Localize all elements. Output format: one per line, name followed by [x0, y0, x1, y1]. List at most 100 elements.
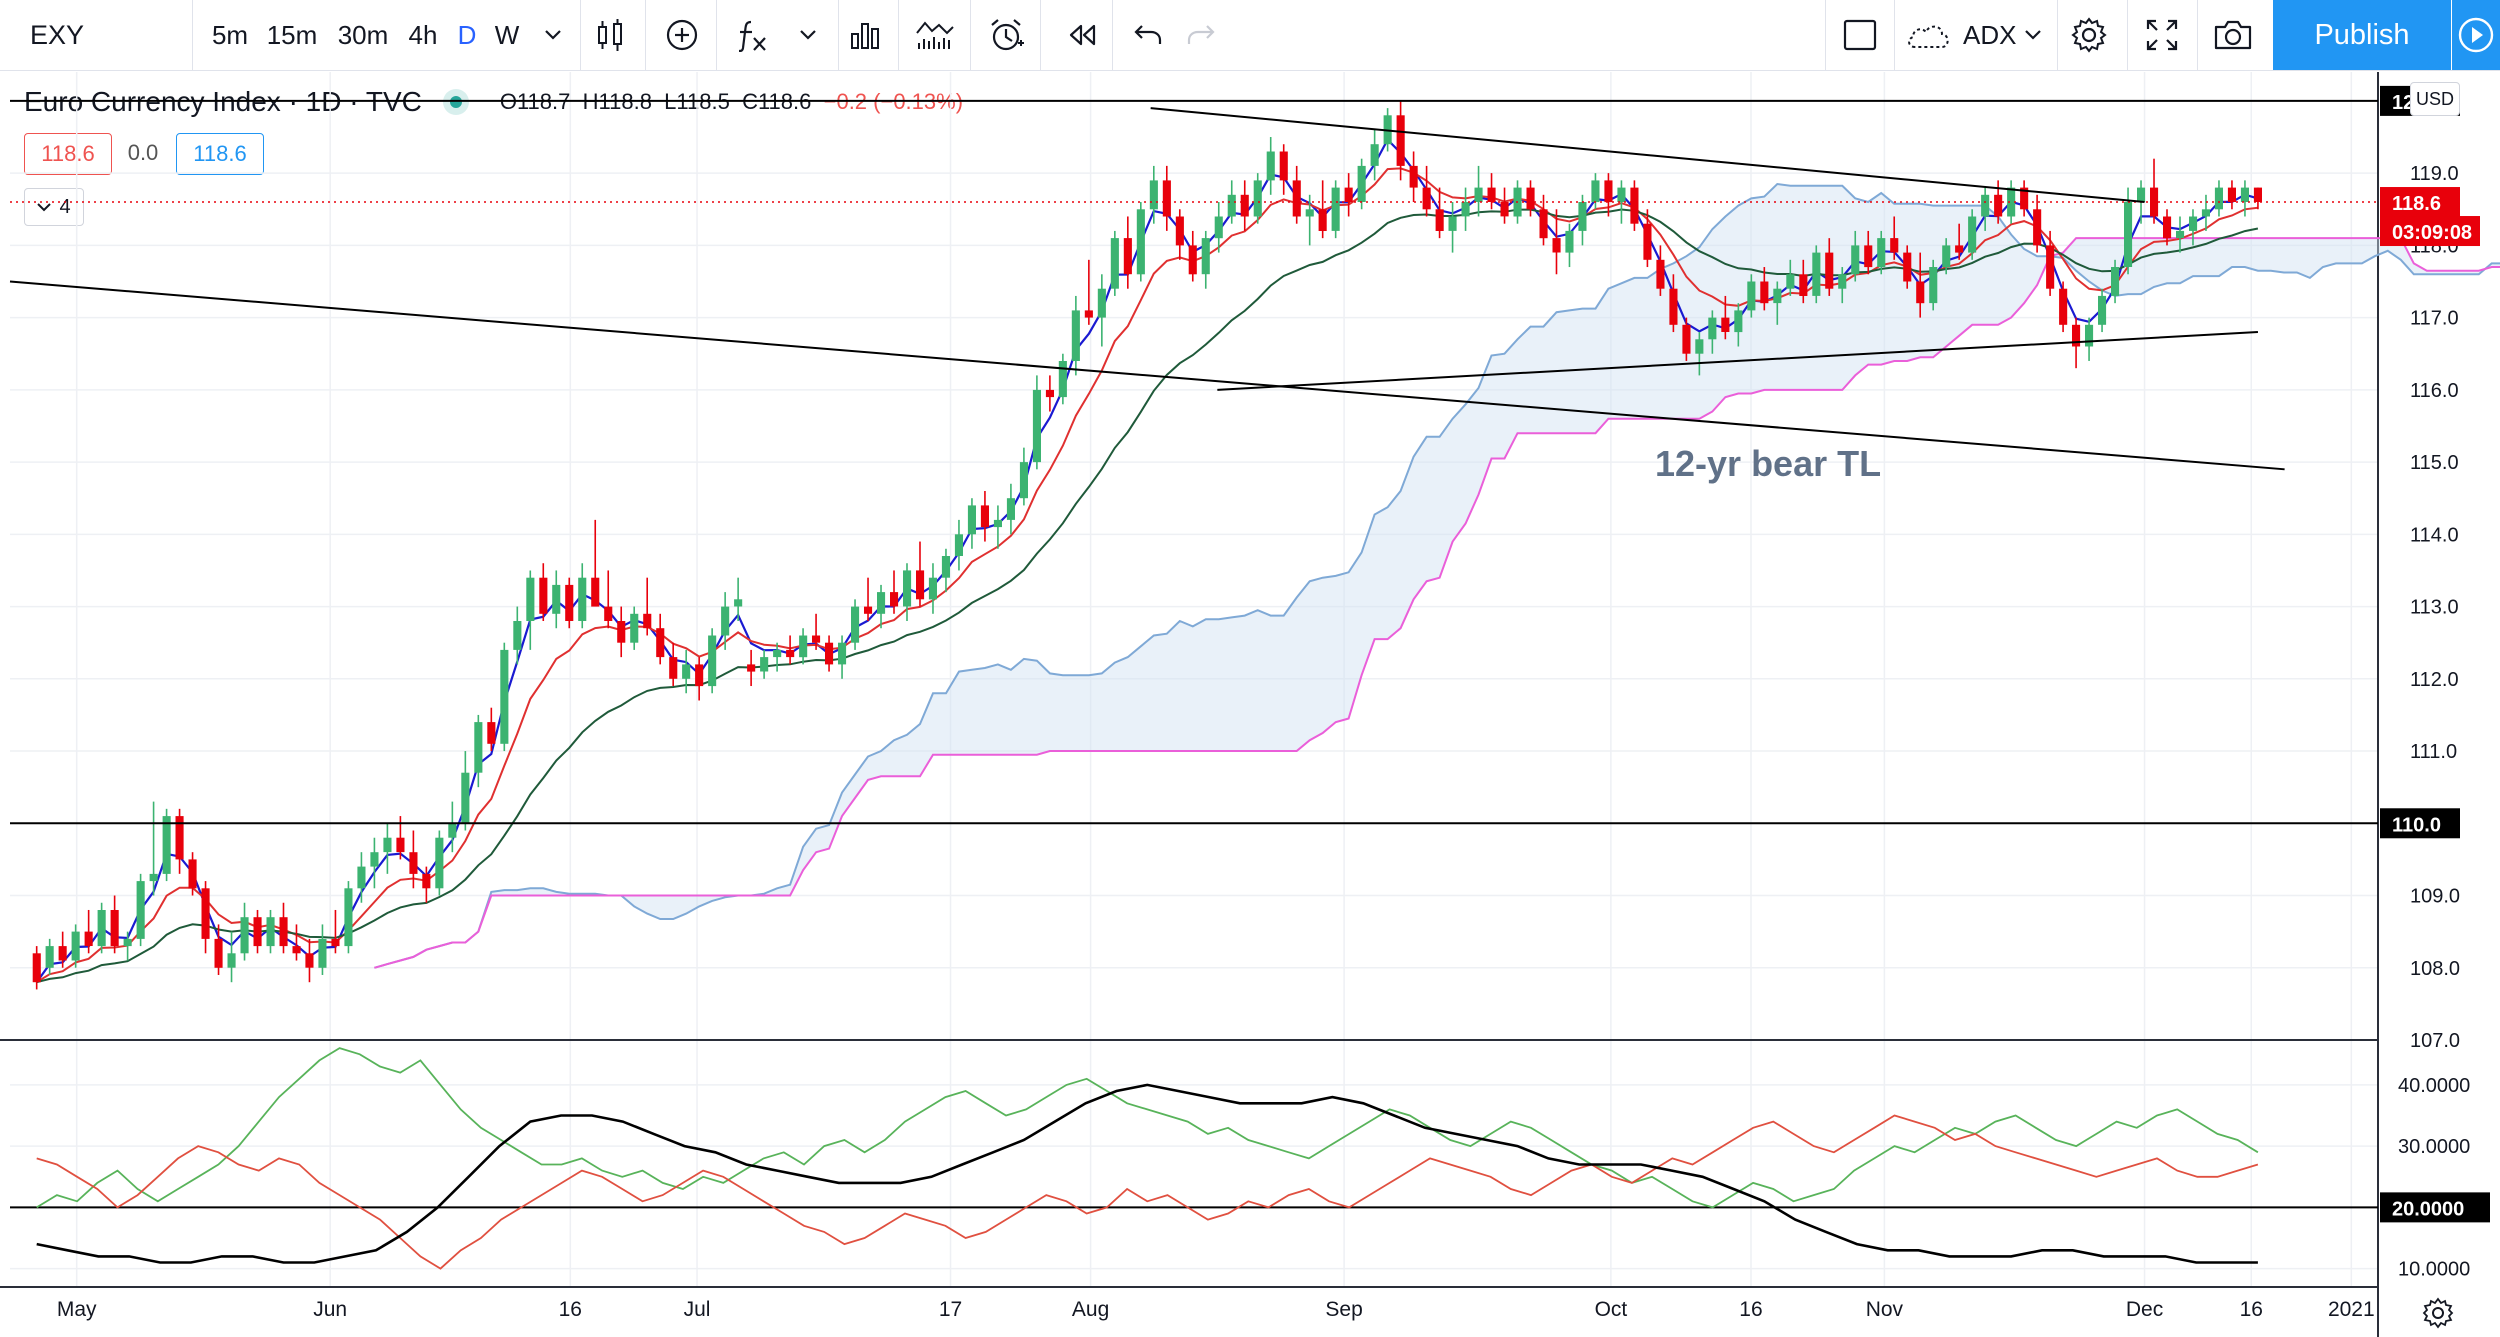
candle-body	[1019, 462, 1028, 499]
candle-body	[240, 917, 249, 954]
candle-body	[1942, 245, 1951, 268]
candle-body	[2020, 187, 2029, 210]
undo-icon	[1134, 25, 1162, 44]
candle-body	[1240, 194, 1249, 217]
candle-body	[279, 917, 288, 947]
level-badge-110-bg	[2380, 808, 2460, 839]
toolbar-divider	[645, 0, 646, 70]
candle-body	[136, 881, 145, 939]
replay-icon	[1069, 24, 1096, 46]
candle-body	[2007, 187, 2016, 217]
candle-body	[1253, 180, 1262, 217]
candle-body	[903, 570, 912, 607]
time-tick-label: Sep	[1325, 1298, 1362, 1321]
interval-4h[interactable]: 4h	[402, 0, 444, 70]
candle-body	[708, 635, 717, 687]
candle-body	[1604, 180, 1613, 203]
candle-body	[1006, 498, 1015, 520]
candle-body	[1123, 238, 1132, 275]
price-tick-label: 119.0	[2410, 163, 2459, 185]
interval-15m[interactable]: 15m	[262, 0, 322, 70]
trendline	[9, 280, 2285, 471]
symbol-search-button[interactable]: EXY	[10, 0, 150, 70]
camera-icon	[2214, 20, 2252, 50]
candle-body	[1916, 281, 1925, 304]
candle-body	[1786, 274, 1795, 289]
redo-button[interactable]	[1181, 0, 1221, 70]
candle-body	[2033, 209, 2042, 246]
publish-button[interactable]: Publish	[2273, 0, 2451, 70]
candle-body	[539, 577, 548, 614]
candle-body	[1695, 339, 1704, 354]
price-tick-label: 118.0	[2410, 235, 2459, 257]
replay-button[interactable]	[1062, 0, 1102, 70]
candle-body	[2137, 187, 2146, 202]
candle-body	[2098, 295, 2107, 325]
candle-body	[786, 649, 795, 658]
candle-body	[1513, 187, 1522, 217]
indicators-collapse-toggle[interactable]: 4	[24, 188, 84, 226]
indicators-button[interactable]	[733, 0, 773, 70]
interval-d-label: D	[457, 19, 477, 50]
templates-button[interactable]	[910, 0, 960, 70]
interval-menu-button[interactable]	[540, 0, 566, 70]
layout-button[interactable]	[1840, 0, 1880, 70]
minus-di-line	[36, 1114, 2259, 1270]
candle-body	[1409, 165, 1418, 188]
price-tick-label: 107.0	[2410, 1030, 2460, 1052]
adx-badge-text: 20.0000	[2392, 1198, 2464, 1220]
undo-button[interactable]	[1128, 0, 1168, 70]
candle-body	[1851, 245, 1860, 275]
series-title[interactable]: Euro Currency Index · 1D · TVC	[24, 86, 422, 117]
candle-body	[1838, 274, 1847, 289]
time-tick-label: 16	[2240, 1298, 2263, 1321]
indicator-count: 4	[59, 195, 71, 218]
candle-body	[409, 852, 418, 874]
interval-w[interactable]: W	[490, 0, 524, 70]
settings-button[interactable]	[2068, 0, 2110, 70]
candle-body	[201, 888, 210, 939]
sell-price: 118.6	[41, 141, 95, 166]
sell-price-pill[interactable]: 118.6	[24, 133, 112, 175]
candle-body	[1474, 187, 1483, 202]
price-tick-label: 116.0	[2410, 380, 2459, 402]
candle-body	[1383, 115, 1392, 145]
scale-settings-button[interactable]	[2420, 1295, 2456, 1331]
interval-5m[interactable]: 5m	[205, 0, 255, 70]
buy-price-pill[interactable]: 118.6	[176, 133, 264, 175]
bar-chart-icon	[851, 23, 879, 49]
candle-body	[266, 917, 275, 947]
candle-body	[110, 910, 119, 947]
alert-button[interactable]	[985, 0, 1029, 70]
interval-30m[interactable]: 30m	[333, 0, 393, 70]
candle-body	[1578, 202, 1587, 231]
indicator-template-menu[interactable]	[2020, 0, 2046, 70]
chart-type-button[interactable]	[590, 0, 630, 70]
indicator-template-button[interactable]: ADX	[1905, 0, 2035, 70]
compare-button[interactable]	[660, 0, 704, 70]
last-price-badge-bg	[2380, 187, 2460, 218]
ichimoku-cloud	[374, 182, 2500, 969]
candle-body	[669, 657, 678, 679]
play-button[interactable]	[2452, 0, 2500, 70]
candle-body	[890, 592, 899, 607]
candle-body	[461, 772, 470, 824]
cloud-fill	[374, 184, 2500, 968]
publish-label: Publish	[2314, 18, 2410, 51]
interval-d[interactable]: D	[452, 0, 482, 70]
interval-5m-label: 5m	[211, 19, 249, 50]
candle-body	[2253, 187, 2262, 202]
ema-fast-line	[35, 137, 2259, 983]
countdown-badge: 03:09:08	[2380, 216, 2480, 247]
indicators-menu-button[interactable]	[795, 0, 821, 70]
candle-body	[188, 859, 197, 889]
currency-label[interactable]: USD	[2410, 82, 2460, 116]
candle-body	[45, 946, 54, 968]
ohlc-open: O118.7	[499, 89, 571, 114]
fullscreen-button[interactable]	[2140, 0, 2184, 70]
candle-body	[1669, 288, 1678, 325]
snapshot-button[interactable]	[2210, 0, 2256, 70]
time-tick-label: Nov	[1866, 1298, 1904, 1321]
financials-button[interactable]	[845, 0, 885, 70]
